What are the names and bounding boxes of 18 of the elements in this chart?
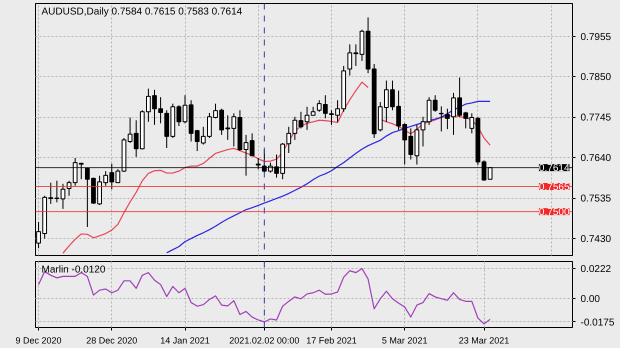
- y-tick-label: 0.00: [580, 294, 600, 305]
- x-tick-label: 17 Feb 2021: [306, 336, 357, 346]
- y-tick-label: 0.0222: [580, 264, 612, 276]
- x-tick-label: 14 Jan 2021: [160, 336, 210, 346]
- chart-title: Marlin -0.0120: [42, 264, 106, 276]
- x-tick-label: 5 Mar 2021: [382, 336, 428, 346]
- x-tick-label: 9 Dec 2020: [16, 336, 62, 346]
- x-tick-label: 28 Dec 2020: [86, 336, 138, 346]
- y-tick-label: 0.7640: [580, 153, 612, 164]
- y-tick-label: 0.7535: [580, 194, 612, 205]
- chart-title: AUDUSD,Daily 0.7584 0.7615 0.7583 0.7614: [42, 6, 243, 18]
- x-tick-label: 2021.02.02 00:00: [229, 336, 300, 346]
- y-tick-label: 0.7955: [580, 32, 612, 43]
- x-tick-label: 23 Mar 2021: [458, 336, 510, 346]
- y-tick-label: -0.0175: [580, 317, 615, 328]
- y-tick-label: 0.7850: [580, 72, 612, 84]
- y-tick-label: 0.7430: [580, 234, 612, 246]
- y-tick-label: 0.7745: [580, 112, 612, 124]
